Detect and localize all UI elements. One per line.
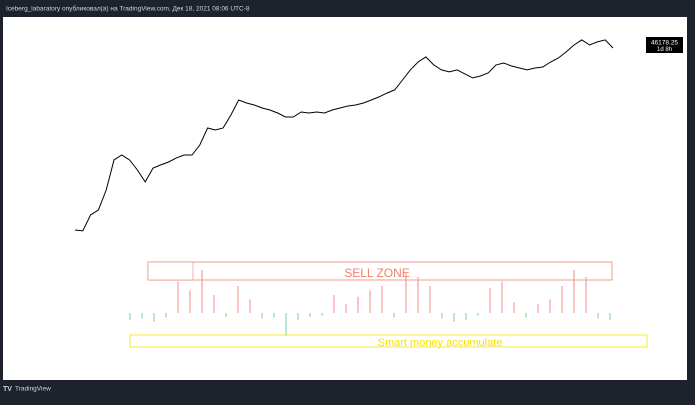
plot-area — [3, 17, 687, 380]
oscillator-bar — [213, 295, 215, 313]
sell-zone-inner — [147, 261, 194, 281]
oscillator-bar — [561, 286, 563, 313]
last-price-label: 46178.25 — [651, 40, 678, 47]
price-box — [646, 37, 683, 53]
header: Iceberg_labaratory опубликовал(а) на Tra… — [6, 5, 250, 13]
oscillator-bar — [345, 304, 347, 313]
oscillator-bar — [405, 272, 407, 313]
oscillator-bar — [393, 313, 395, 318]
oscillator-bar — [465, 313, 467, 321]
oscillator-bar — [201, 269, 203, 313]
oscillator-bar — [501, 281, 503, 313]
oscillator-bar — [597, 313, 599, 319]
oscillator-bar — [225, 313, 227, 317]
oscillator-bar — [537, 304, 539, 313]
oscillator-bar — [153, 313, 155, 322]
oscillator-bar — [237, 286, 239, 313]
oscillator-bar — [273, 313, 275, 318]
oscillator-bar — [165, 313, 167, 318]
accumulate-label: Smart money accumulate — [378, 337, 503, 349]
oscillator-bar — [609, 313, 611, 321]
oscillator-bar — [297, 313, 299, 321]
brand-logo: TV — [3, 386, 12, 393]
sell-zone-label: SELL ZONE — [344, 266, 410, 280]
oscillator-bar — [285, 313, 287, 336]
oscillator-bar — [249, 299, 251, 313]
oscillator-bar — [369, 290, 371, 313]
oscillator-bar — [129, 313, 131, 321]
oscillator-bar — [189, 290, 191, 313]
oscillator-bar — [513, 302, 515, 313]
oscillator-bar — [333, 295, 335, 313]
accumulate-zone — [129, 334, 648, 348]
oscillator-bar — [441, 313, 443, 319]
price-line — [74, 39, 614, 232]
oscillator-bar — [381, 286, 383, 313]
oscillator-bar — [141, 313, 143, 319]
oscillator-bar — [357, 296, 359, 313]
oscillator-bar — [489, 287, 491, 313]
oscillator-bar — [477, 313, 479, 316]
oscillator-bar — [321, 313, 323, 316]
oscillator-bar — [453, 313, 455, 322]
oscillator-bar — [525, 313, 527, 318]
oscillator-bar — [573, 269, 575, 313]
oscillator-bar — [177, 281, 179, 313]
oscillator-bar — [417, 277, 419, 313]
oscillator-bar — [585, 277, 587, 313]
oscillator-bar — [429, 286, 431, 313]
brand: TradingView — [15, 386, 51, 393]
oscillator-bar — [261, 313, 263, 319]
oscillator-bar — [309, 313, 311, 317]
oscillator-bar — [549, 299, 551, 313]
countdown: 1d 8h — [657, 47, 672, 53]
